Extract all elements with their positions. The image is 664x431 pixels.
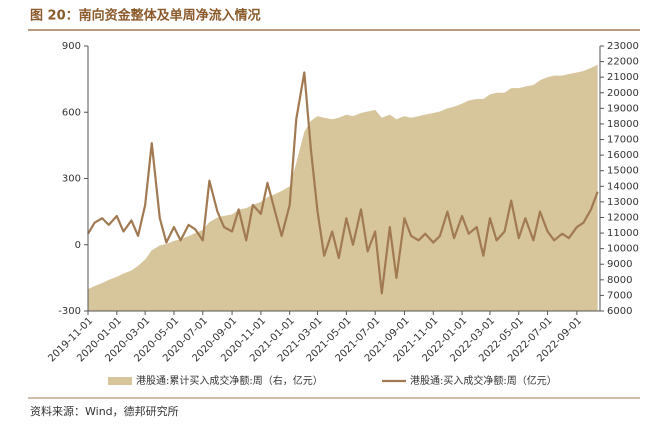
legend-swatch	[108, 377, 132, 385]
y-tick-label: -300	[58, 306, 81, 317]
y2-tick-label: 23000	[607, 41, 639, 52]
y2-tick-label: 20000	[607, 88, 639, 99]
y2-tick-label: 10000	[607, 244, 639, 255]
y2-tick-label: 15000	[607, 166, 639, 177]
y2-tick-label: 17000	[607, 135, 639, 146]
line	[87, 71, 599, 295]
y2-tick-label: 8000	[607, 275, 632, 286]
y-tick-label: 300	[62, 174, 81, 185]
y2-tick-label: 22000	[607, 57, 639, 68]
y2-tick-label: 11000	[607, 228, 639, 239]
y2-tick-label: 14000	[607, 181, 639, 192]
y-tick-label: 600	[62, 107, 81, 118]
y-tick-label: 0	[75, 240, 81, 251]
y2-tick-label: 18000	[607, 119, 639, 130]
y2-tick-label: 7000	[607, 290, 632, 301]
legend-label: 港股通:买入成交净额:周（亿元）	[410, 374, 557, 387]
legend-label: 港股通:累计买入成交净额:周（右，亿元）	[136, 374, 323, 387]
y-tick-label: 900	[62, 41, 81, 52]
y2-tick-label: 13000	[607, 197, 639, 208]
y2-tick-label: 21000	[607, 72, 639, 83]
source: 资料来源：Wind，德邦研究所	[30, 404, 179, 418]
y2-tick-label: 9000	[607, 259, 632, 270]
y2-tick-label: 16000	[607, 150, 639, 161]
y2-tick-label: 19000	[607, 103, 639, 114]
y2-tick-label: 6000	[607, 306, 632, 317]
area	[88, 64, 598, 312]
y2-tick-label: 12000	[607, 212, 639, 223]
chart-title: 图 20：南向资金整体及单周净流入情况	[30, 8, 261, 24]
